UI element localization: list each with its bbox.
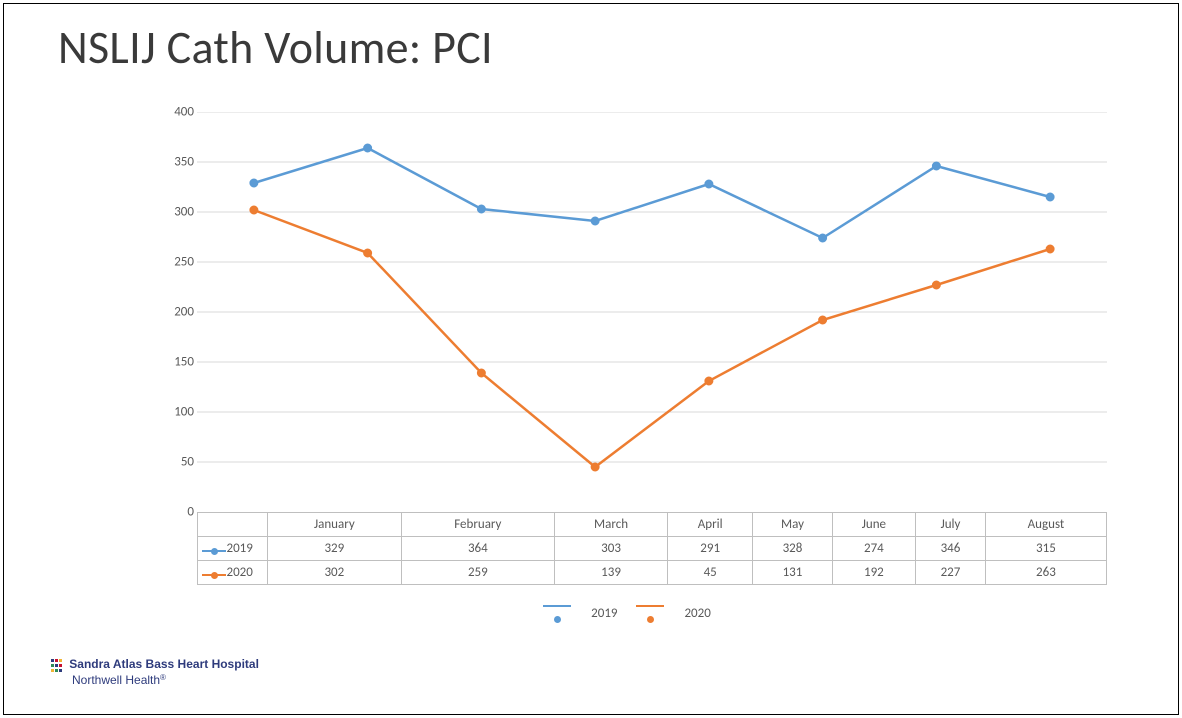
- table-col-header: March: [554, 513, 667, 537]
- legend-swatch-2020: [636, 598, 664, 628]
- table-cell: 291: [668, 537, 753, 561]
- legend-label-2020: 2020: [684, 606, 710, 621]
- slide: NSLIJ Cath Volume: PCI 05010015020025030…: [3, 3, 1179, 715]
- y-tick-label: 150: [152, 355, 194, 370]
- legend-label-2019: 2019: [591, 606, 617, 621]
- line-chart-svg: [197, 112, 1107, 512]
- legend-item-2019: 2019: [543, 598, 617, 628]
- footer-line1: Sandra Atlas Bass Heart Hospital: [69, 657, 259, 671]
- table-cell: 139: [554, 561, 667, 585]
- table-header-row: JanuaryFebruaryMarchAprilMayJuneJulyAugu…: [198, 513, 1107, 537]
- table-col-header: January: [268, 513, 402, 537]
- table-cell: 131: [753, 561, 832, 585]
- y-tick-label: 50: [152, 455, 194, 470]
- table-series-header: 2020: [198, 561, 268, 585]
- table-cell: 259: [401, 561, 554, 585]
- y-tick-label: 300: [152, 205, 194, 220]
- table-cell: 315: [985, 537, 1106, 561]
- table-cell: 302: [268, 561, 402, 585]
- y-tick-label: 200: [152, 305, 194, 320]
- table-cell: 45: [668, 561, 753, 585]
- legend-swatch-2019: [543, 598, 571, 628]
- table-series-header: 2019: [198, 537, 268, 561]
- table-corner-cell: [198, 513, 268, 537]
- table-row: 202030225913945131192227263: [198, 561, 1107, 585]
- plot-area: 050100150200250300350400: [197, 112, 1107, 512]
- chart-legend: 2019 2020: [147, 598, 1107, 628]
- page-title: NSLIJ Cath Volume: PCI: [58, 20, 493, 76]
- table-col-header: February: [401, 513, 554, 537]
- data-table: JanuaryFebruaryMarchAprilMayJuneJulyAugu…: [197, 512, 1107, 585]
- registered-icon: ®: [160, 673, 166, 682]
- y-tick-label: 100: [152, 405, 194, 420]
- table-col-header: April: [668, 513, 753, 537]
- table-cell: 303: [554, 537, 667, 561]
- y-tick-label: 0: [152, 505, 194, 520]
- table-cell: 274: [832, 537, 915, 561]
- table-cell: 329: [268, 537, 402, 561]
- table-cell: 263: [985, 561, 1106, 585]
- table-cell: 192: [832, 561, 915, 585]
- table-col-header: June: [832, 513, 915, 537]
- table-cell: 346: [916, 537, 986, 561]
- chart-container: 050100150200250300350400 JanuaryFebruary…: [147, 102, 1107, 662]
- logo-grid-icon: [50, 657, 63, 672]
- table-col-header: May: [753, 513, 832, 537]
- y-tick-label: 250: [152, 255, 194, 270]
- table-row: 2019329364303291328274346315: [198, 537, 1107, 561]
- y-tick-label: 350: [152, 155, 194, 170]
- table-cell: 328: [753, 537, 832, 561]
- table-cell: 227: [916, 561, 986, 585]
- table-col-header: July: [916, 513, 986, 537]
- footer-line2: Northwell Health: [72, 673, 160, 687]
- table-col-header: August: [985, 513, 1106, 537]
- legend-item-2020: 2020: [636, 598, 710, 628]
- y-tick-label: 400: [152, 105, 194, 120]
- footer-logo: Sandra Atlas Bass Heart Hospital Northwe…: [50, 657, 259, 688]
- table-cell: 364: [401, 537, 554, 561]
